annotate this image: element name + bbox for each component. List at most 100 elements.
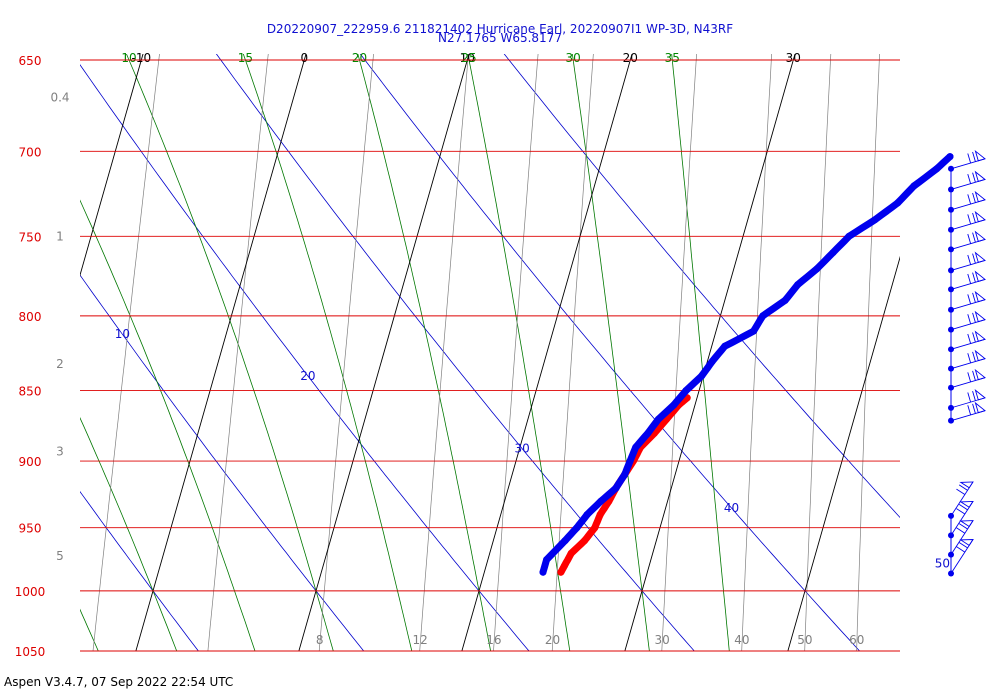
- dewpoint-point: [910, 182, 918, 190]
- wind-barb-flag: [974, 349, 986, 362]
- isotherm-line: [461, 54, 633, 651]
- dewpoint-point: [573, 524, 581, 532]
- moist-adiabat-line: [242, 54, 413, 651]
- wind-barb-feather: [958, 484, 968, 491]
- sounding-profile: [539, 153, 954, 576]
- wind-barb-feather: [972, 370, 976, 381]
- moist-adiabat-label: 15: [238, 51, 253, 65]
- temperature-point: [591, 524, 599, 532]
- dewpoint-point: [561, 537, 569, 545]
- wind-barb: [948, 230, 986, 253]
- mixing-ratio-label: 2: [56, 357, 64, 371]
- mixing-ratio-label: 5: [56, 549, 64, 563]
- temperature-point: [596, 511, 604, 519]
- wind-barb-flag: [959, 481, 974, 489]
- wind-barb-feather: [967, 405, 972, 416]
- wind-barb-feather: [972, 232, 976, 243]
- dry-adiabat-line: [503, 54, 900, 519]
- wind-barb: [948, 368, 986, 391]
- wind-barb-flag: [974, 210, 986, 223]
- wind-barb-feather: [972, 212, 976, 223]
- mixing-ratio-line: [5, 0, 89, 663]
- wind-barb-flag: [974, 170, 986, 182]
- wind-barb-feather: [967, 173, 972, 184]
- moist-adiabat-line: [357, 54, 492, 651]
- wind-barb-feather: [967, 273, 972, 284]
- wind-barb-feather: [956, 546, 966, 553]
- wind-barb-feather: [967, 214, 972, 225]
- pressure-tick-label: 700: [19, 145, 42, 159]
- moist-adiabat-label: 25: [461, 51, 476, 65]
- isotherm-line: [80, 54, 144, 277]
- wind-barb-flag: [974, 401, 986, 414]
- wind-barb-feather: [967, 333, 972, 344]
- wind-barb-feather: [956, 527, 966, 534]
- wind-barb-feather: [972, 332, 976, 343]
- mixing-ratio-line: [207, 54, 269, 651]
- mixing-ratio-label: 60: [849, 633, 864, 647]
- wind-barb-feather: [972, 172, 976, 183]
- temperature-point: [567, 549, 575, 557]
- dewpoint-point: [644, 429, 652, 437]
- wind-barb-feather: [956, 508, 966, 515]
- mixing-ratio-line: [661, 54, 697, 651]
- isotherm-line: [948, 0, 1000, 663]
- mixing-ratio-line: [419, 54, 469, 651]
- mixing-ratio-label: 50: [797, 633, 812, 647]
- wind-barb: [948, 190, 986, 213]
- wind-barb-feather: [967, 314, 972, 325]
- temperature-trace: [557, 394, 691, 576]
- pressure-tick-label: 800: [19, 310, 42, 324]
- dry-adiabat-label: 30: [515, 442, 530, 456]
- dry-adiabat-line: [359, 54, 861, 651]
- isotherm-line: [787, 255, 900, 651]
- moist-adiabat-label: 20: [352, 51, 367, 65]
- wind-barb: [948, 389, 986, 411]
- wind-barb: [948, 481, 974, 519]
- mixing-ratio-line: [318, 54, 374, 651]
- mixing-ratio-line: [92, 54, 160, 651]
- dry-adiabat-label: 40: [724, 501, 739, 515]
- dry-adiabat-label: 10: [115, 327, 130, 341]
- pressure-tick-label: 850: [19, 385, 42, 399]
- wind-barb-flag: [959, 520, 974, 528]
- wind-barb: [948, 251, 986, 274]
- dewpoint-point: [845, 232, 853, 240]
- mixing-ratio-label: 20: [545, 633, 560, 647]
- wind-barb-feather: [958, 523, 968, 530]
- dewpoint-point: [539, 568, 547, 576]
- isotherm-line: [0, 0, 6, 663]
- dewpoint-point: [721, 342, 729, 350]
- wind-barb: [948, 290, 986, 313]
- dewpoint-point: [654, 415, 662, 423]
- mixing-ratio-line: [741, 54, 772, 651]
- wind-barb-feather: [967, 294, 972, 305]
- wind-barb: [948, 539, 974, 577]
- dewpoint-point: [871, 216, 879, 224]
- wind-barb: [948, 170, 986, 193]
- dry-adiabat-label: 50: [935, 556, 950, 570]
- isotherm-label: 30: [786, 51, 801, 65]
- dewpoint-point: [946, 153, 954, 161]
- dewpoint-point: [543, 556, 551, 564]
- wind-barb-flag: [974, 190, 986, 203]
- temperature-point: [560, 562, 568, 570]
- wind-barb-feather: [972, 272, 976, 283]
- dry-adiabat-label: 20: [300, 369, 315, 383]
- wind-barb-flag: [974, 230, 986, 242]
- mixing-ratio-line: [551, 54, 594, 651]
- dewpoint-point: [698, 372, 706, 380]
- dewpoint-point: [626, 457, 634, 465]
- dewpoint-point: [621, 471, 629, 479]
- wind-barb-feather: [972, 151, 976, 162]
- wind-barb-column: [948, 149, 986, 577]
- wind-barb: [948, 401, 986, 424]
- dewpoint-point: [781, 296, 789, 304]
- pressure-tick-label: 650: [19, 54, 42, 68]
- temperature-point: [557, 568, 565, 576]
- chart-subtitle: N27.1765 W65.8177: [438, 31, 562, 45]
- moist-adiabat-line: [467, 54, 571, 651]
- wind-barb-feather: [958, 542, 968, 549]
- wind-barb-feather: [967, 353, 972, 364]
